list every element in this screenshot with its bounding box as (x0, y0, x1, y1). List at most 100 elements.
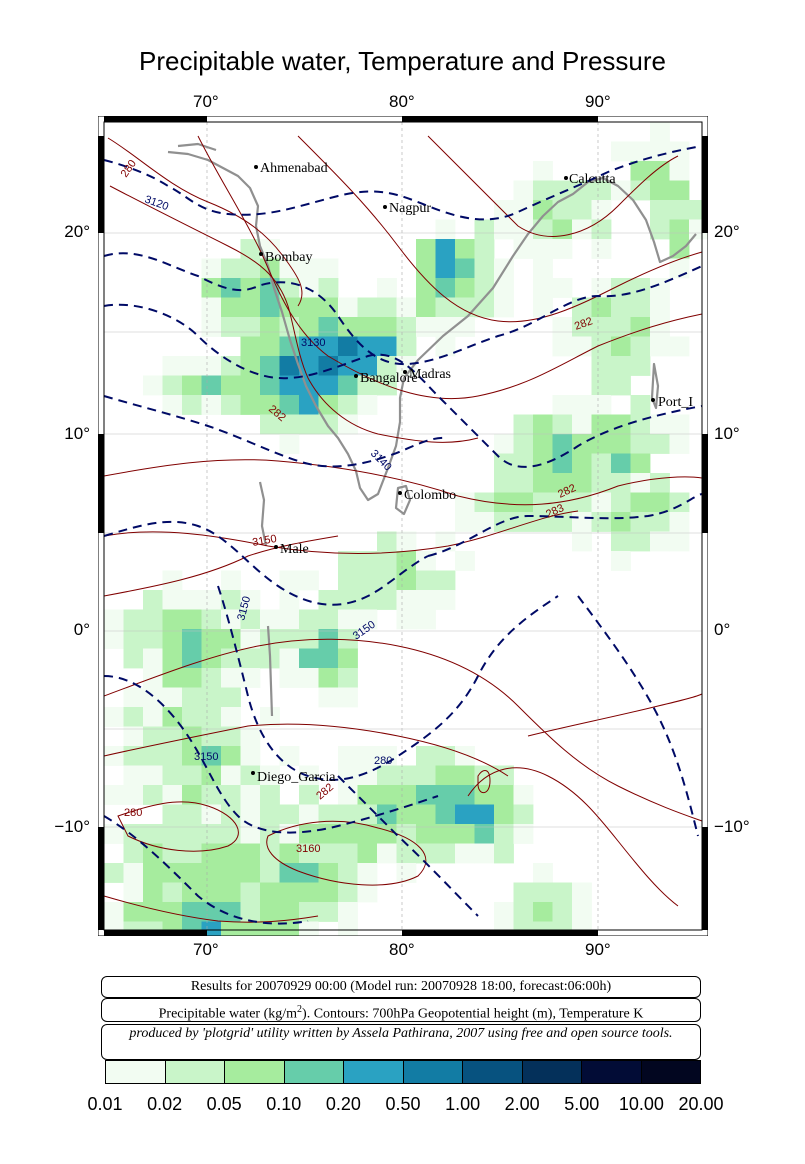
precip-cell (357, 785, 378, 805)
precip-cell (669, 219, 690, 240)
precip-cell (299, 297, 319, 318)
precip-cell (299, 863, 319, 883)
precip-cell (572, 336, 592, 357)
precip-cell (474, 512, 495, 532)
precip-cell (338, 375, 358, 396)
precip-cell (104, 609, 124, 630)
precip-cell (669, 336, 690, 357)
precip-cell (396, 336, 417, 357)
precip-cell (182, 882, 202, 903)
precip-cell (143, 609, 163, 630)
graticule (206, 122, 599, 930)
precip-cell (455, 551, 475, 571)
colorbar-swatch (641, 1061, 700, 1083)
precip-cell (162, 863, 183, 883)
precip-cell (416, 765, 436, 786)
precip-cell (552, 882, 573, 903)
lat-tick-left: 0° (73, 620, 90, 639)
precip-cell (494, 492, 514, 513)
precip-cell (455, 824, 475, 844)
precip-cell (201, 746, 222, 766)
precip-cell (299, 258, 319, 279)
precip-cell (513, 882, 534, 903)
precip-cell (240, 882, 261, 903)
precip-cell (201, 824, 222, 844)
precip-cell (455, 317, 475, 337)
precip-cell (143, 902, 163, 922)
precip-cell (591, 297, 612, 318)
precip-cell (162, 707, 183, 727)
precip-cell (201, 629, 222, 649)
precip-cell (260, 609, 280, 630)
precip-cell (533, 453, 553, 474)
precip-cell (357, 570, 378, 591)
precip-cell (162, 356, 183, 376)
precip-cell (455, 843, 475, 864)
precip-cell (455, 297, 475, 318)
precip-cell (513, 414, 534, 435)
lat-tick-left: 10° (64, 424, 90, 443)
precip-cell (143, 824, 163, 844)
precip-cell (338, 297, 358, 318)
precip-cell (299, 278, 319, 298)
precip-cell (552, 492, 573, 513)
precip-cell (299, 609, 319, 630)
precip-cell (552, 902, 573, 922)
precip-cell (299, 765, 319, 786)
precip-cell (240, 726, 261, 747)
precip-cell (318, 609, 339, 630)
city-label-diego-garcia: Diego_Garcia (257, 770, 336, 785)
precip-cell (357, 609, 378, 630)
precip-cell (416, 746, 436, 766)
precip-cell (240, 824, 261, 844)
precip-cell (630, 317, 651, 337)
contour-label: 280 (124, 807, 142, 819)
precip-cell (650, 200, 670, 220)
precip-cell (357, 824, 378, 844)
precip-cell (338, 668, 358, 688)
precip-cell (455, 258, 475, 279)
precip-cell (494, 804, 514, 825)
precip-cell (650, 297, 670, 318)
precip-cell (513, 785, 534, 805)
precip-cell (377, 765, 397, 786)
precip-cell (143, 726, 163, 747)
precip-cell (162, 375, 183, 396)
precip-cell (572, 219, 592, 240)
run-info-box: Results for 20070929 00:00 (Model run: 2… (101, 976, 701, 998)
precip-cell (630, 356, 651, 376)
precip-cell (552, 200, 573, 220)
precip-cell (123, 609, 144, 630)
precip-cell (299, 668, 319, 688)
precip-cell (357, 765, 378, 786)
precip-cell (240, 375, 261, 396)
precip-cell (182, 609, 202, 630)
precip-cell (455, 239, 475, 259)
precip-cell (513, 473, 534, 493)
precip-cell (240, 785, 261, 805)
precip-cell (260, 707, 280, 727)
precip-cell (143, 863, 163, 883)
precip-cell (260, 863, 280, 883)
precip-cell (221, 297, 241, 318)
precip-cell (552, 336, 573, 357)
precip-cell (435, 824, 456, 844)
precip-cell (494, 278, 514, 298)
precip-cell (474, 297, 495, 318)
precip-cell (221, 804, 241, 825)
precip-cell (474, 219, 495, 240)
precip-cell (104, 824, 124, 844)
precip-cell (474, 239, 495, 259)
precip-cell (533, 239, 553, 259)
precip-cell (552, 414, 573, 435)
precip-cell (201, 590, 222, 610)
precip-cell (572, 395, 592, 415)
precip-cell (435, 843, 456, 864)
precip-cell (221, 668, 241, 688)
precip-cell (104, 707, 124, 727)
precip-cell (630, 492, 651, 513)
precip-cell (630, 473, 651, 493)
precip-cell (162, 726, 183, 747)
precip-cell (455, 512, 475, 532)
precip-cell (591, 278, 612, 298)
